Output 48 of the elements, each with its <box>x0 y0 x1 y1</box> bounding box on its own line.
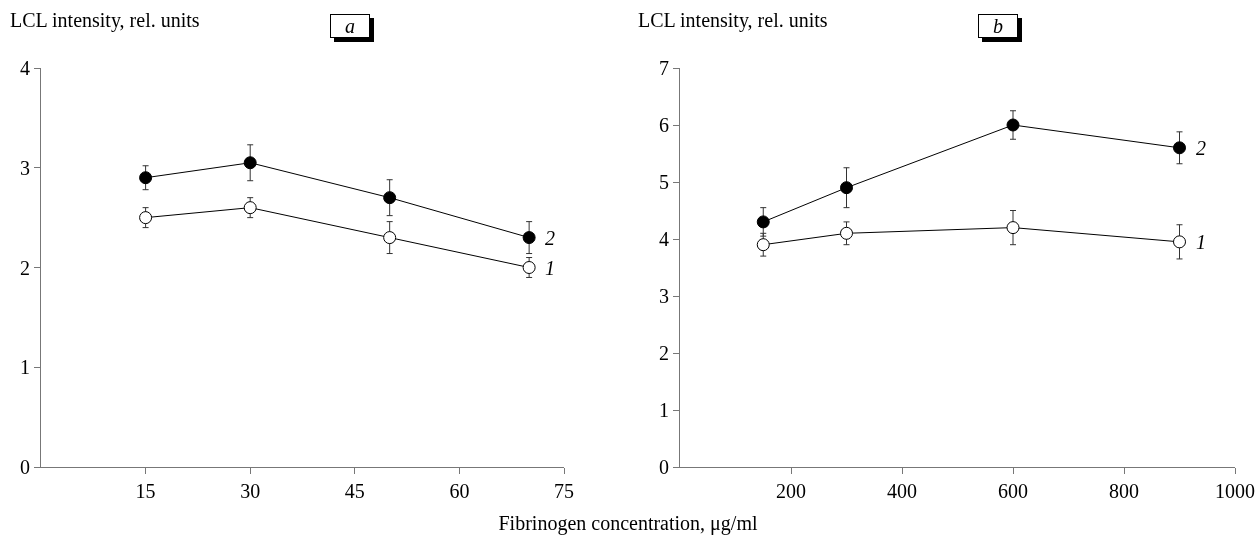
y-tick-label: 5 <box>659 171 669 193</box>
point <box>1006 221 1020 235</box>
y-tick-label: 2 <box>20 256 30 279</box>
x-tick-label: 15 <box>135 480 156 502</box>
y-tick-label: 4 <box>659 228 669 250</box>
y-tick-label: 3 <box>20 156 30 179</box>
point <box>1173 235 1186 249</box>
x-tick-label: 400 <box>887 480 917 502</box>
y-tick-label: 3 <box>659 285 669 307</box>
point <box>243 156 257 170</box>
x-axis-title: Fibrinogen concentration, μg/ml <box>498 512 758 535</box>
series-label: 1 <box>1196 231 1206 253</box>
point <box>756 238 770 252</box>
series-label: 2 <box>1196 137 1206 159</box>
point <box>840 181 853 195</box>
point <box>1173 141 1186 155</box>
chart-title: b <box>978 14 1018 38</box>
y-axis-title: LCL intensity, rel. units <box>638 9 828 32</box>
x-tick-label: 800 <box>1109 480 1139 502</box>
point <box>139 171 153 185</box>
point <box>383 191 397 205</box>
chart-title: a <box>330 14 370 38</box>
point <box>139 211 153 225</box>
x-tick-label: 45 <box>344 480 365 502</box>
y-axis-title: LCL intensity, rel. units <box>10 9 200 32</box>
series-label: 2 <box>545 227 555 249</box>
point <box>756 215 770 229</box>
x-tick-label: 1000 <box>1215 480 1255 502</box>
y-tick-label: 2 <box>659 342 669 364</box>
x-tick-label: 75 <box>554 480 574 502</box>
y-tick-label: 7 <box>659 57 669 79</box>
x-tick-label: 600 <box>998 480 1028 502</box>
point <box>1006 118 1020 132</box>
y-tick-label: 1 <box>659 399 669 421</box>
y-tick-label: 6 <box>659 114 669 136</box>
point <box>522 231 536 245</box>
y-tick-label: 0 <box>659 456 669 478</box>
point <box>383 231 397 245</box>
series-label: 1 <box>545 257 555 279</box>
point <box>840 226 853 240</box>
point <box>522 261 536 274</box>
x-tick-label: 200 <box>776 480 806 502</box>
x-tick-label: 30 <box>240 480 261 502</box>
y-tick-label: 0 <box>20 456 30 478</box>
x-tick-label: 60 <box>449 480 470 502</box>
y-tick-label: 1 <box>20 356 30 379</box>
y-tick-label: 4 <box>20 57 30 79</box>
point <box>243 201 257 215</box>
